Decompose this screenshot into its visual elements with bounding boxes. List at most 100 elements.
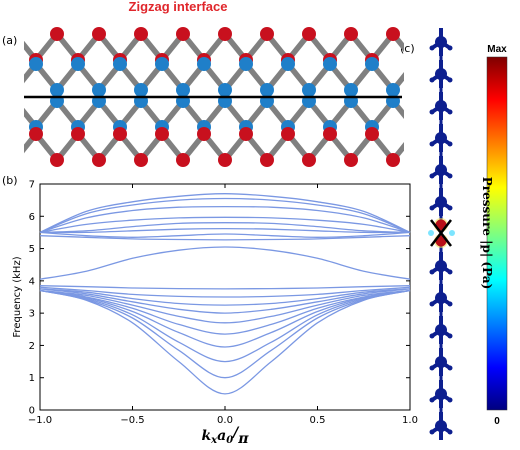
- atom-blue: [260, 83, 274, 97]
- band-line-4: [39, 289, 411, 348]
- atom-blue: [92, 83, 106, 97]
- colorbar-max-label: Max: [487, 44, 507, 55]
- x-tick-label: 0.0: [217, 415, 233, 426]
- y-tick-label: 0: [29, 406, 35, 417]
- atom-blue: [197, 57, 211, 71]
- atom-red: [260, 27, 274, 41]
- chain-atom-small: [429, 397, 435, 403]
- chain-atom: [435, 260, 447, 272]
- y-tick-label: 5: [29, 244, 35, 255]
- atom-red: [134, 27, 148, 41]
- atom-blue: [71, 57, 85, 71]
- band-line-12: [39, 235, 411, 241]
- x-axis-ticks: −1.0 −0.5 0.0 0.5 1.0: [28, 184, 418, 426]
- atom-blue: [344, 83, 358, 97]
- chain-atoms: [429, 36, 453, 435]
- atom-blue: [239, 57, 253, 71]
- x-tick-label: −0.5: [120, 415, 144, 426]
- chain-atom: [435, 388, 447, 400]
- y-tick-label: 2: [29, 341, 35, 352]
- chain-atom-small: [429, 173, 435, 179]
- band-line-15: [39, 222, 411, 234]
- atom-red: [176, 153, 190, 167]
- band-line-1: [39, 289, 411, 395]
- chain-atom-small: [429, 269, 435, 275]
- band-line-8: [39, 288, 411, 306]
- zigzag-lattice: [24, 27, 404, 167]
- atom-red: [386, 27, 400, 41]
- chain-atom-small: [447, 333, 453, 339]
- atom-red: [344, 27, 358, 41]
- mode-edge-left: [428, 230, 434, 236]
- chain-atom-small: [447, 365, 453, 371]
- atom-blue: [365, 57, 379, 71]
- atom-red: [323, 127, 337, 141]
- atom-red: [365, 127, 379, 141]
- atom-red: [218, 27, 232, 41]
- y-tick-label: 4: [29, 276, 35, 287]
- localized-mode: [428, 218, 455, 248]
- chain-atom-small: [429, 205, 435, 211]
- chain-atom-small: [447, 45, 453, 51]
- atom-red: [386, 153, 400, 167]
- atom-blue: [134, 83, 148, 97]
- band-line-10: [39, 285, 411, 290]
- chain-atom: [435, 132, 447, 144]
- colorbar-gradient: [486, 56, 508, 411]
- atom-blue: [176, 83, 190, 97]
- band-line-5: [39, 289, 411, 335]
- atom-red: [218, 153, 232, 167]
- band-line-2: [39, 289, 411, 379]
- chain-atom-small: [429, 301, 435, 307]
- chain-atom-small: [447, 141, 453, 147]
- chain-atom: [435, 36, 447, 48]
- chain-atom-small: [447, 269, 453, 275]
- band-line-6: [39, 289, 411, 324]
- interface-marker-2: [430, 219, 452, 247]
- atom-red: [29, 127, 43, 141]
- lattice-atoms: [29, 27, 400, 167]
- band-line-16: [39, 216, 411, 234]
- atom-blue: [155, 57, 169, 71]
- atom-blue: [50, 83, 64, 97]
- band-line-7: [39, 288, 411, 314]
- atom-blue: [386, 83, 400, 97]
- chain-atom-small: [447, 429, 453, 435]
- chain-atom-small: [447, 205, 453, 211]
- band-line-18: [39, 197, 411, 234]
- chain-atom-small: [447, 109, 453, 115]
- atom-red: [239, 127, 253, 141]
- chain-atom: [435, 324, 447, 336]
- chain-atom-small: [429, 109, 435, 115]
- band-line-14: [39, 227, 411, 234]
- band-line-19: [39, 193, 411, 233]
- band-line-9: [39, 286, 411, 298]
- chain-atom-small: [429, 365, 435, 371]
- atom-red: [176, 27, 190, 41]
- band-line-3: [39, 289, 411, 363]
- atom-red: [50, 153, 64, 167]
- atom-red: [92, 27, 106, 41]
- chain-atom: [435, 164, 447, 176]
- atom-red: [302, 27, 316, 41]
- atom-red: [92, 153, 106, 167]
- chain-atom-small: [429, 141, 435, 147]
- atom-red: [155, 127, 169, 141]
- atom-blue: [29, 57, 43, 71]
- atom-red: [281, 127, 295, 141]
- chain-atom: [435, 292, 447, 304]
- atom-blue: [218, 83, 232, 97]
- atom-red: [260, 153, 274, 167]
- band-structure-chart: −1.0 −0.5 0.0 0.5 1.0 0 1 2 3 4 5 6 7 Frequency (kH…: [12, 180, 418, 448]
- chain-atom-small: [447, 77, 453, 83]
- band-line-17: [39, 205, 411, 234]
- atom-red: [302, 153, 316, 167]
- panel-label-b: (b): [2, 174, 18, 187]
- atom-red: [344, 153, 358, 167]
- pressure-field-chain: [428, 28, 455, 440]
- y-axis-ticks: 0 1 2 3 4 5 6 7: [29, 180, 410, 417]
- colorbar-label: Pressure |p| (Pa): [480, 177, 494, 289]
- chain-atom: [435, 68, 447, 80]
- panel-label-a: (a): [2, 34, 17, 47]
- x-tick-label: −1.0: [28, 415, 52, 426]
